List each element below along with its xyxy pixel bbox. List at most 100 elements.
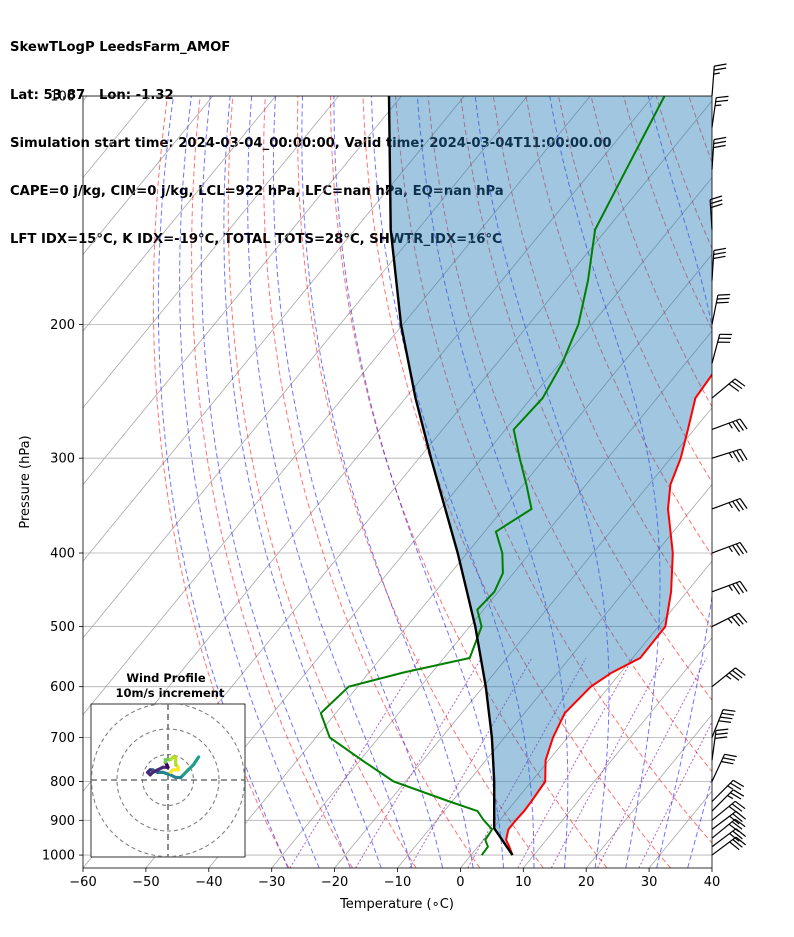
isotherm-gridline	[711, 867, 712, 868]
wind-barb-flag	[729, 815, 740, 825]
wind-barb-flag	[732, 451, 740, 463]
wind-barb	[711, 810, 746, 830]
wind-barb	[709, 195, 723, 230]
y-tick-label: 700	[50, 731, 75, 746]
wind-barb	[711, 612, 748, 628]
wind-barb-halfflag	[728, 422, 733, 429]
wind-barb-flag	[716, 301, 729, 304]
wind-barb-flag	[734, 614, 744, 625]
wind-barb-flag	[722, 757, 736, 761]
wind-barb-staff	[711, 612, 740, 628]
isotherm-gridline	[145, 177, 712, 868]
moist-adiabat	[200, 96, 351, 868]
profile-lines-layer	[319, 96, 712, 856]
y-tick-label: 800	[50, 775, 75, 790]
isotherm-gridline	[460, 560, 712, 868]
hodograph-segment	[169, 768, 175, 775]
wind-barb	[711, 136, 727, 170]
x-tick-label: −10	[384, 875, 411, 890]
wind-barb-flag	[715, 99, 729, 103]
wind-barb-halfflag	[727, 794, 734, 800]
isotherm-gridline	[83, 96, 277, 332]
x-tick-label: −60	[69, 875, 96, 890]
wind-barb-flag	[731, 821, 743, 830]
parcel-path-line	[387, 96, 514, 856]
wind-barb	[711, 828, 746, 848]
wind-barb-staff	[711, 818, 736, 839]
wind-barb-flag	[715, 732, 728, 736]
wind-barb-flag	[732, 779, 745, 788]
dry-adiabat	[395, 96, 712, 844]
wind-barb-flag	[731, 616, 741, 627]
wind-barb-flag	[731, 669, 743, 679]
x-tick-label: −20	[321, 875, 348, 890]
isotherm-gridline	[83, 96, 88, 102]
x-axis-label: Temperature (∘C)	[339, 897, 454, 912]
wind-barb-staff	[711, 250, 715, 281]
wind-barb-staff	[711, 730, 717, 761]
dewpoint-line	[319, 96, 666, 856]
wind-barb-flag	[717, 297, 730, 300]
wind-barb-halfflag	[715, 104, 722, 107]
wind-barb	[711, 418, 748, 433]
moist-adiabat	[247, 96, 413, 868]
dry-adiabat	[329, 96, 608, 868]
wind-barb	[711, 448, 748, 463]
wind-barb-flag	[713, 67, 727, 71]
wind-barb-flag	[724, 753, 737, 758]
wind-barb-flag	[735, 499, 744, 511]
wind-barb-staff	[711, 418, 741, 431]
wind-barb-flag	[734, 800, 746, 810]
wind-barb-staff	[711, 828, 737, 848]
wind-barb-flag	[710, 199, 723, 205]
wind-barb-flag	[735, 836, 746, 846]
isotherm-gridline	[775, 96, 794, 868]
wind-barb-flag	[735, 543, 744, 555]
moist-adiabat	[272, 96, 444, 868]
isotherm-gridline	[334, 407, 712, 868]
dry-adiabat	[191, 96, 353, 868]
wind-barb-staff	[711, 378, 736, 399]
dry-adiabat	[362, 96, 671, 868]
wind-barb-flag	[732, 500, 741, 512]
moist-adiabat	[416, 96, 569, 868]
wind-barb-staff	[711, 754, 726, 782]
dry-adiabat	[558, 96, 712, 483]
wind-barb	[711, 789, 745, 812]
moist-adiabat	[549, 96, 661, 868]
wind-barb-flag	[710, 203, 723, 209]
wind-barb-flag	[732, 789, 745, 797]
wind-barb-halfflag	[713, 72, 720, 75]
wind-barb-flag	[732, 839, 743, 848]
isotherm-gridline	[83, 96, 591, 716]
dry-adiabat	[227, 96, 417, 868]
wind-barb-flag	[714, 63, 727, 67]
isotherm-gridline	[83, 96, 339, 409]
wind-barb-halfflag	[728, 585, 733, 591]
wind-barb-staff	[711, 580, 741, 593]
y-tick-label: 200	[50, 318, 75, 333]
dry-adiabat	[152, 96, 290, 868]
wind-barb-flag	[739, 498, 748, 509]
wind-barb	[711, 728, 729, 761]
wind-barb-flag	[729, 841, 740, 851]
moist-adiabat	[647, 96, 712, 868]
wind-barb-staff	[711, 139, 715, 170]
wind-barb	[711, 247, 727, 281]
mixing-ratio-line	[467, 657, 587, 868]
wind-barb-staff	[711, 497, 741, 510]
wind-barb-flag	[734, 818, 746, 828]
wind-barb-staff	[711, 294, 719, 325]
wind-barb	[711, 779, 745, 802]
wind-barb-halfflag	[725, 674, 732, 680]
mixing-ratio-line	[517, 657, 634, 868]
x-tick-label: −40	[195, 875, 222, 890]
moist-adiabat	[301, 96, 474, 868]
wind-barb-flag	[739, 580, 748, 592]
isotherm-gridline	[522, 637, 712, 868]
wind-barb-flag	[717, 293, 731, 296]
wind-barb-flag	[713, 251, 726, 256]
wind-barb	[711, 800, 746, 821]
wind-barb-flag	[731, 803, 743, 812]
wind-barb	[711, 63, 727, 97]
